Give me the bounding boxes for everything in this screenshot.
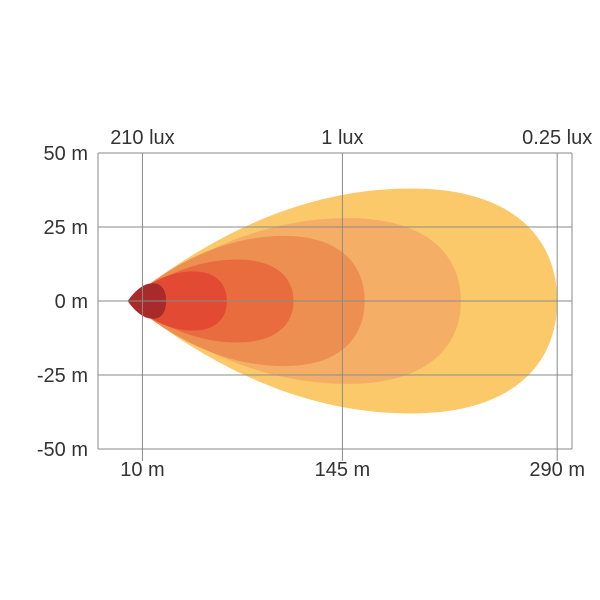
y-tick-label: 0 m [55,291,88,313]
lux-label: 0.25 lux [522,127,592,149]
y-tick-label: -25 m [37,365,88,387]
y-tick-label: 25 m [44,217,88,239]
x-tick-label: 290 m [529,459,585,481]
lux-label: 1 lux [321,127,363,149]
lux-label: 210 lux [110,127,175,149]
y-tick-label: 50 m [44,143,88,165]
y-tick-label: -50 m [37,439,88,461]
x-axis-labels: 10 m 145 m 290 m [120,459,585,481]
y-axis-labels: 50 m 25 m 0 m -25 m -50 m [37,143,88,461]
x-tick-label: 145 m [315,459,371,481]
x-tick-label: 10 m [120,459,164,481]
grid-lines [97,152,573,461]
lux-labels: 210 lux 1 lux 0.25 lux [110,127,592,149]
